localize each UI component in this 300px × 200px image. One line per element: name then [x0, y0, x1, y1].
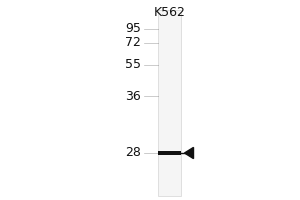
Bar — [158, 151, 181, 155]
Text: 28: 28 — [125, 146, 141, 160]
Text: 36: 36 — [125, 90, 141, 102]
Bar — [158, 10, 181, 196]
Text: 55: 55 — [125, 58, 141, 72]
Polygon shape — [184, 147, 194, 159]
Text: 95: 95 — [125, 22, 141, 36]
Text: 72: 72 — [125, 36, 141, 49]
Text: K562: K562 — [154, 6, 185, 19]
